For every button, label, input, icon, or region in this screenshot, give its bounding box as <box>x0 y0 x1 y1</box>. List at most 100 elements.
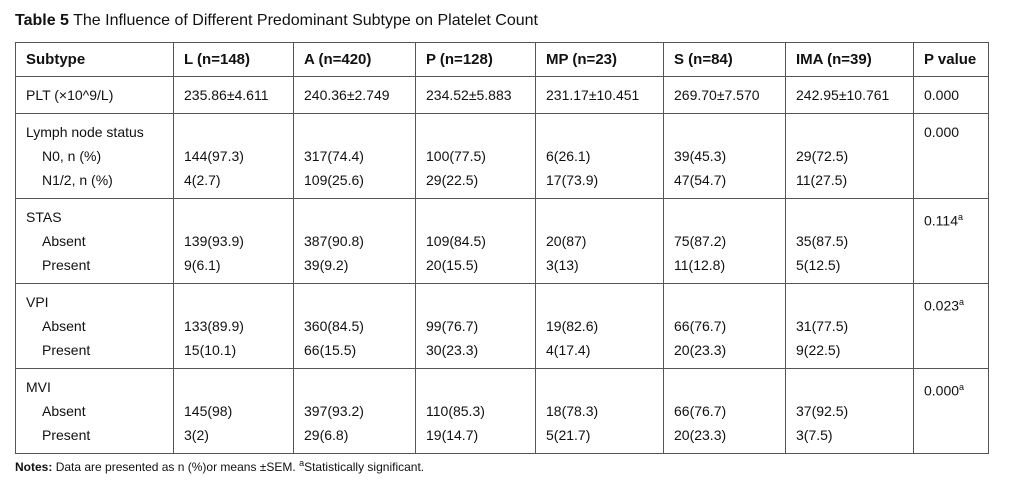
p-value-line: 0.000a <box>924 375 978 399</box>
p-value: 0.114 <box>924 212 958 229</box>
p-value: 0.000 <box>924 124 960 140</box>
spacer <box>184 205 283 229</box>
value-cell: 66(76.7) 20(23.3) <box>663 283 786 369</box>
spacer <box>426 205 525 229</box>
notes-label: Notes: <box>15 460 53 474</box>
p-value-line: 0.000 <box>924 120 978 144</box>
notes: Notes: Data are presented as n (%)or mea… <box>15 458 424 474</box>
value-cell: 139(93.9) 9(6.1) <box>173 198 294 284</box>
p-value: 0.023 <box>924 297 960 314</box>
table-title: Table 5 The Influence of Different Predo… <box>15 12 538 30</box>
value-cell: 18(78.3) 5(21.7) <box>535 368 664 454</box>
value: 231.17±10.451 <box>546 87 640 103</box>
p-value-sup: a <box>959 297 965 307</box>
spacer <box>184 120 283 144</box>
group-row: Lymph node status N0, n (%) N1/2, n (%) 144… <box>15 113 989 199</box>
column-header: P (n=128) <box>415 42 536 77</box>
value: 3(13) <box>546 257 579 273</box>
p-value-cell: 0.023a <box>913 283 989 369</box>
spacer <box>426 290 525 314</box>
spacer <box>546 120 653 144</box>
value-cell: 387(90.8) 39(9.2) <box>293 198 416 284</box>
value: 6(26.1) <box>546 148 591 164</box>
value: 99(76.7) <box>426 318 479 334</box>
value: 397(93.2) <box>304 403 364 419</box>
value: 5(12.5) <box>796 257 841 273</box>
value-cell: 66(76.7) 20(23.3) <box>663 368 786 454</box>
value: 20(87) <box>546 233 587 249</box>
row-label: N0, n (%) <box>42 148 102 164</box>
value: 39(45.3) <box>674 148 727 164</box>
notes-sup: a <box>299 458 305 468</box>
value-cell: 109(84.5) 20(15.5) <box>415 198 536 284</box>
value: 109(25.6) <box>304 172 364 188</box>
value: 387(90.8) <box>304 233 364 249</box>
spacer <box>796 290 903 314</box>
spacer <box>796 120 903 144</box>
value-cell: 397(93.2) 29(6.8) <box>293 368 416 454</box>
value-cell: 317(74.4) 109(25.6) <box>293 113 416 199</box>
notes-after: Statistically significant. <box>304 460 425 474</box>
spacer <box>426 120 525 144</box>
title-text: The Influence of Different Predominant S… <box>73 12 538 29</box>
value-cell: 37(92.5) 3(7.5) <box>785 368 914 454</box>
value: 240.36±2.749 <box>304 87 390 103</box>
row-label-cell: STAS Absent Present <box>15 198 174 284</box>
row-label: Present <box>42 342 91 358</box>
value: 47(54.7) <box>674 172 727 188</box>
value-cell: 360(84.5) 66(15.5) <box>293 283 416 369</box>
spacer <box>674 205 775 229</box>
value: 29(22.5) <box>426 172 479 188</box>
value: 3(7.5) <box>796 427 833 443</box>
row-label-cell: PLT (×10^9/L) <box>15 76 174 114</box>
p-value-sup: a <box>959 382 965 392</box>
value-cell: 269.70±7.570 <box>663 76 786 114</box>
spacer <box>546 375 653 399</box>
group-title: Lymph node status <box>26 124 144 140</box>
group-title: VPI <box>26 294 49 310</box>
value: 11(12.8) <box>674 257 726 273</box>
value: 35(87.5) <box>796 233 849 249</box>
value: 109(84.5) <box>426 233 486 249</box>
spacer <box>184 290 283 314</box>
value: 110(85.3) <box>426 403 485 419</box>
value-cell: 110(85.3) 19(14.7) <box>415 368 536 454</box>
group-row: STAS Absent Present 139(93.9) 9(6.1) 387(90.8… <box>15 198 989 284</box>
spacer <box>796 205 903 229</box>
value-cell: 99(76.7) 30(23.3) <box>415 283 536 369</box>
value-cell: 235.86±4.611 <box>173 76 294 114</box>
data-table: Subtype L (n=148) A (n=420) P (n=128) MP (n=… <box>15 42 989 454</box>
spacer <box>674 120 775 144</box>
p-value-cell: 0.000 <box>913 76 989 114</box>
p-value-cell: 0.114a <box>913 198 989 284</box>
group-title: STAS <box>26 209 62 225</box>
value-cell: 133(89.9) 15(10.1) <box>173 283 294 369</box>
row-label: N1/2, n (%) <box>42 172 113 188</box>
value: 39(9.2) <box>304 257 349 273</box>
value: 18(78.3) <box>546 403 599 419</box>
p-value-cell: 0.000 <box>913 113 989 199</box>
row-label: Absent <box>42 403 86 419</box>
column-header: A (n=420) <box>293 42 416 77</box>
spacer <box>674 375 775 399</box>
spacer <box>796 375 903 399</box>
value-cell: 6(26.1) 17(73.9) <box>535 113 664 199</box>
value: 144(97.3) <box>184 148 244 164</box>
p-value: 0.000 <box>924 87 960 103</box>
spacer <box>184 375 283 399</box>
spacer <box>546 205 653 229</box>
value: 4(2.7) <box>184 172 221 188</box>
row-label-cell: MVI Absent Present <box>15 368 174 454</box>
value-cell: 234.52±5.883 <box>415 76 536 114</box>
row-label-cell: Lymph node status N0, n (%) N1/2, n (%) <box>15 113 174 199</box>
p-value-cell: 0.000a <box>913 368 989 454</box>
value: 11(27.5) <box>796 172 848 188</box>
value: 317(74.4) <box>304 148 364 164</box>
header-row: Subtype L (n=148) A (n=420) P (n=128) MP (n=… <box>15 42 989 77</box>
spacer <box>304 290 405 314</box>
value: 139(93.9) <box>184 233 244 249</box>
group-row: PLT (×10^9/L) 235.86±4.611 240.36±2.749 234… <box>15 76 989 114</box>
row-label-cell: VPI Absent Present <box>15 283 174 369</box>
value-cell: 240.36±2.749 <box>293 76 416 114</box>
